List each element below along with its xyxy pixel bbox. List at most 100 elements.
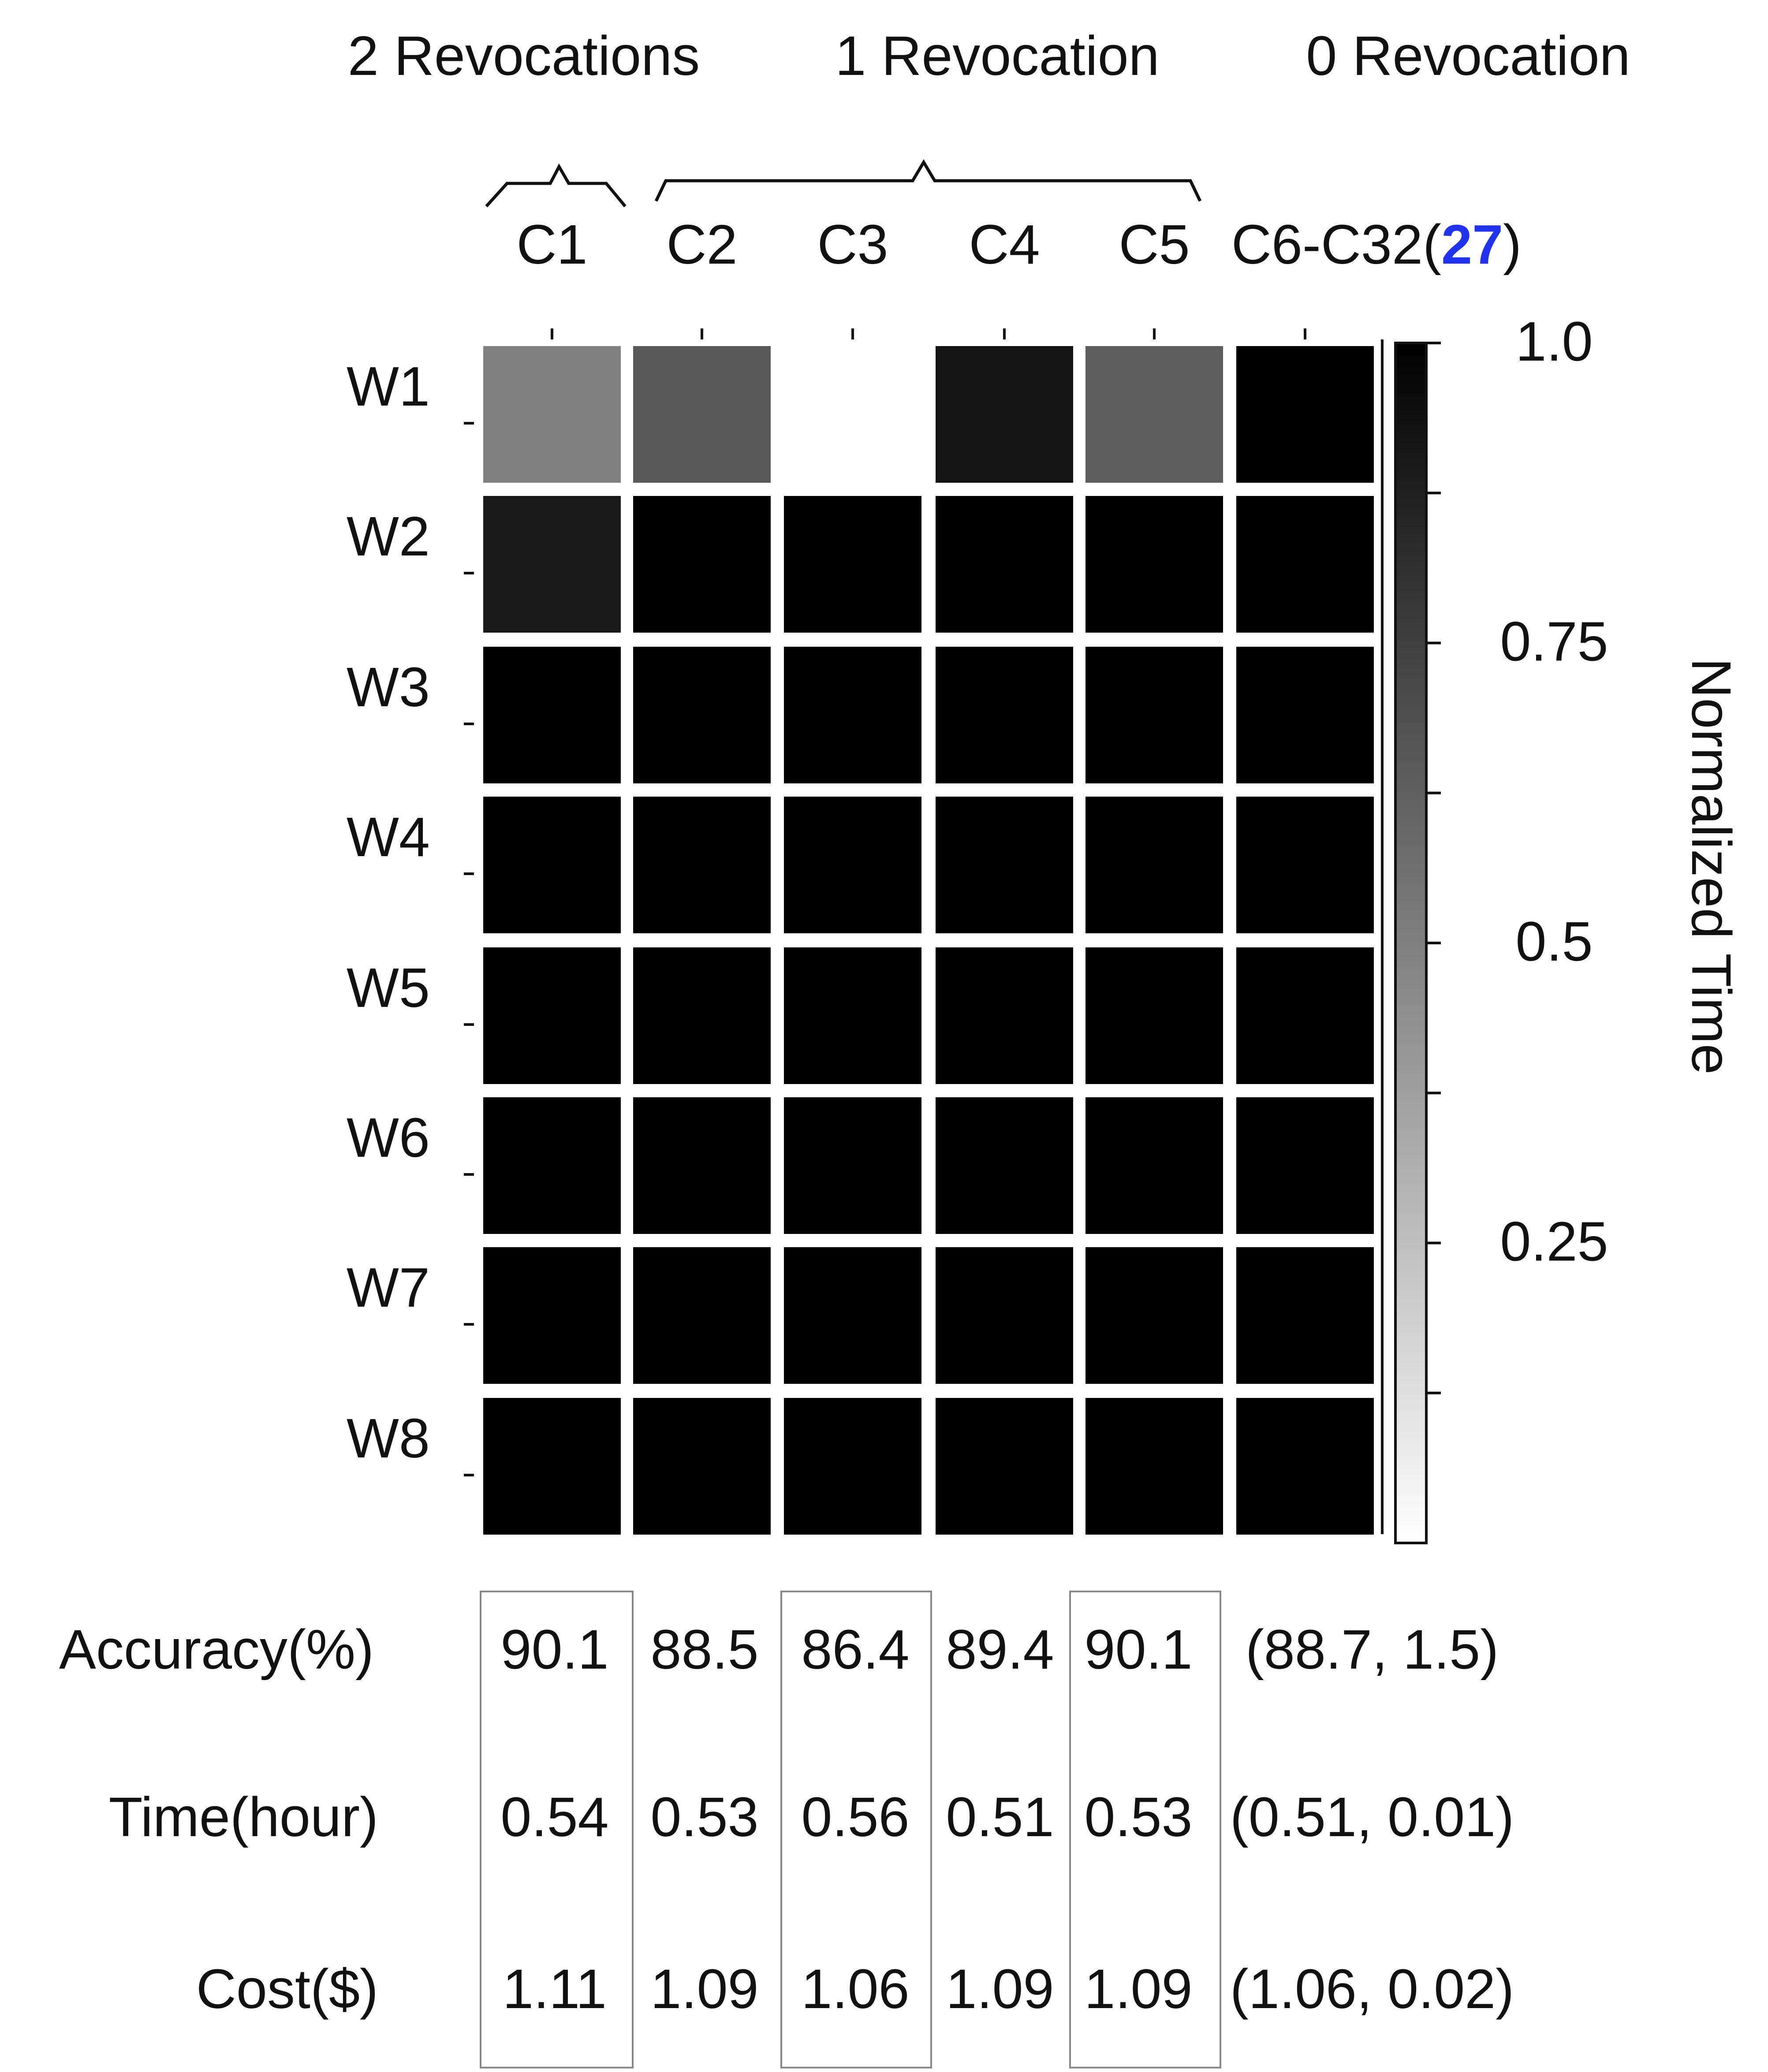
table-cell: 0.53 bbox=[650, 1786, 758, 1848]
heatmap-cell-w6-2 bbox=[633, 1097, 771, 1234]
heatmap-cell-w3-1 bbox=[483, 647, 621, 783]
row-label-w3: W3 bbox=[347, 656, 430, 718]
column-label-c3: C3 bbox=[817, 213, 888, 276]
heatmap-cell-w4-2 bbox=[633, 797, 771, 933]
heatmap-cell-w8-3 bbox=[784, 1398, 921, 1535]
heatmap-cell-w8-1 bbox=[483, 1398, 621, 1535]
heatmap-cell-w1-5 bbox=[1085, 346, 1223, 483]
table-cell: 1.09 bbox=[946, 1958, 1054, 2020]
heatmap-cell-w5-2 bbox=[633, 947, 771, 1084]
row-label-w2: W2 bbox=[347, 505, 430, 567]
table-cell: 0.51 bbox=[946, 1786, 1054, 1848]
table-cell: 1.09 bbox=[650, 1958, 758, 2020]
heatmap-cell-w1-2 bbox=[633, 346, 771, 483]
heatmap-cell-w7-2 bbox=[633, 1247, 771, 1384]
heatmap-cell-w2-4 bbox=[936, 496, 1073, 633]
table-row-label-accuracy: Accuracy(%) bbox=[59, 1618, 374, 1681]
heatmap-cell-w5-4 bbox=[936, 947, 1073, 1084]
table-cell: (1.06, 0.02) bbox=[1230, 1958, 1514, 2020]
heatmap-cell-w8-5 bbox=[1085, 1398, 1223, 1535]
heatmap-cell-w6-4 bbox=[936, 1097, 1073, 1234]
row-label-w1: W1 bbox=[347, 355, 430, 417]
heatmap-cell-w8-4 bbox=[936, 1398, 1073, 1535]
colorbar-label: Normalized Time bbox=[1680, 658, 1742, 1074]
table-cell: 86.4 bbox=[801, 1618, 909, 1681]
column-label-c6-c32: C6-C32(27) bbox=[1231, 213, 1522, 276]
table-cell: (88.7, 1.5) bbox=[1246, 1618, 1499, 1681]
heatmap-cell-w7-3 bbox=[784, 1247, 921, 1384]
heatmap-cell-w3-5 bbox=[1085, 647, 1223, 783]
colorbar-tick-label: 0.75 bbox=[1500, 611, 1608, 673]
heatmap-cell-w2-1 bbox=[483, 496, 621, 633]
table-cell: (0.51, 0.01) bbox=[1230, 1786, 1514, 1848]
colorbar bbox=[1394, 342, 1428, 1544]
heatmap-cells bbox=[483, 328, 1374, 1535]
brace-1-revocation bbox=[654, 159, 1202, 202]
heatmap-cell-w4-4 bbox=[936, 797, 1073, 933]
row-label-w8: W8 bbox=[347, 1407, 430, 1469]
heatmap-cell-w5-1 bbox=[483, 947, 621, 1084]
heatmap-cell-w7-5 bbox=[1085, 1247, 1223, 1384]
heatmap-cell-w1-4 bbox=[936, 346, 1073, 483]
heatmap-cell-w1-1 bbox=[483, 346, 621, 483]
heatmap-cell-w3-4 bbox=[936, 647, 1073, 783]
heatmap-cell-w3-2 bbox=[633, 647, 771, 783]
heatmap-cell-w2-6 bbox=[1236, 496, 1374, 633]
heatmap-cell-w2-2 bbox=[633, 496, 771, 633]
heatmap-cell-w8-2 bbox=[633, 1398, 771, 1535]
table-cell: 90.1 bbox=[500, 1618, 608, 1681]
heatmap-cell-w5-5 bbox=[1085, 947, 1223, 1084]
heatmap-cell-w2-5 bbox=[1085, 496, 1223, 633]
heatmap-cell-w1-3 bbox=[784, 346, 921, 483]
table-cell: 88.5 bbox=[650, 1618, 758, 1681]
heatmap-cell-w6-5 bbox=[1085, 1097, 1223, 1234]
column-label-c1: C1 bbox=[516, 213, 587, 276]
table-row-label-time-hour: Time(hour) bbox=[109, 1786, 378, 1848]
column-labels: C1 C2 C3 C4 C5 bbox=[516, 213, 1190, 276]
heatmap-cell-w4-5 bbox=[1085, 797, 1223, 933]
heatmap-cell-w4-6 bbox=[1236, 797, 1374, 933]
colorbar-ticks: 1.0 0.75 0.5 0.25 bbox=[1426, 310, 1608, 1394]
row-label-w5: W5 bbox=[347, 957, 430, 1019]
heatmap-cell-w1-6 bbox=[1236, 346, 1374, 483]
heatmap-cell-w8-6 bbox=[1236, 1398, 1374, 1535]
table-column-box bbox=[780, 1591, 932, 2068]
heatmap-cell-w6-1 bbox=[483, 1097, 621, 1234]
table-cell: 0.53 bbox=[1084, 1786, 1192, 1848]
heatmap-cell-w5-3 bbox=[784, 947, 921, 1084]
stats-table: Accuracy(%) 90.1 88.5 86.4 89.4 90.1 (88.7, 1.… bbox=[59, 1591, 1514, 2068]
group-label-1-revocation: 1 Revocation bbox=[835, 25, 1159, 87]
table-cell: 90.1 bbox=[1084, 1618, 1192, 1681]
heatmap-cell-w5-6 bbox=[1236, 947, 1374, 1084]
table-cell: 1.09 bbox=[1084, 1958, 1192, 2020]
row-label-w6: W6 bbox=[347, 1107, 430, 1169]
table-cell: 1.06 bbox=[801, 1958, 909, 2020]
column-label-c2: C2 bbox=[666, 213, 737, 276]
colorbar-tick-label: 1.0 bbox=[1515, 310, 1593, 373]
heatmap-cell-w7-1 bbox=[483, 1247, 621, 1384]
column-label-count: 27 bbox=[1441, 213, 1503, 276]
row-labels: W1 W2 W3 W4 W5 W6 W7 W8 bbox=[347, 355, 474, 1476]
heatmap-cell-w6-3 bbox=[784, 1097, 921, 1234]
brace-2-revocations bbox=[485, 163, 627, 208]
table-column-box bbox=[1069, 1591, 1221, 2068]
table-row-label-cost: Cost($) bbox=[196, 1958, 378, 2020]
heatmap-cell-w7-4 bbox=[936, 1247, 1073, 1384]
column-label-c4: C4 bbox=[969, 213, 1040, 276]
row-label-w7: W7 bbox=[347, 1256, 430, 1319]
table-cell: 0.54 bbox=[500, 1786, 608, 1848]
heatmap-cell-w3-3 bbox=[784, 647, 921, 783]
heatmap-cell-w4-1 bbox=[483, 797, 621, 933]
table-cell: 89.4 bbox=[946, 1618, 1054, 1681]
heatmap-cell-w3-6 bbox=[1236, 647, 1374, 783]
row-label-w4: W4 bbox=[347, 806, 430, 868]
group-label-2-revocations: 2 Revocations bbox=[348, 25, 700, 87]
heatmap-cell-w7-6 bbox=[1236, 1247, 1374, 1384]
table-column-box bbox=[480, 1591, 634, 2068]
heatmap-cell-w2-3 bbox=[784, 496, 921, 633]
group-label-0-revocation: 0 Revocation bbox=[1306, 25, 1630, 87]
colorbar-tick-label: 0.25 bbox=[1500, 1211, 1608, 1273]
table-cell: 1.11 bbox=[503, 1958, 607, 2020]
heatmap-cell-w4-3 bbox=[784, 797, 921, 933]
